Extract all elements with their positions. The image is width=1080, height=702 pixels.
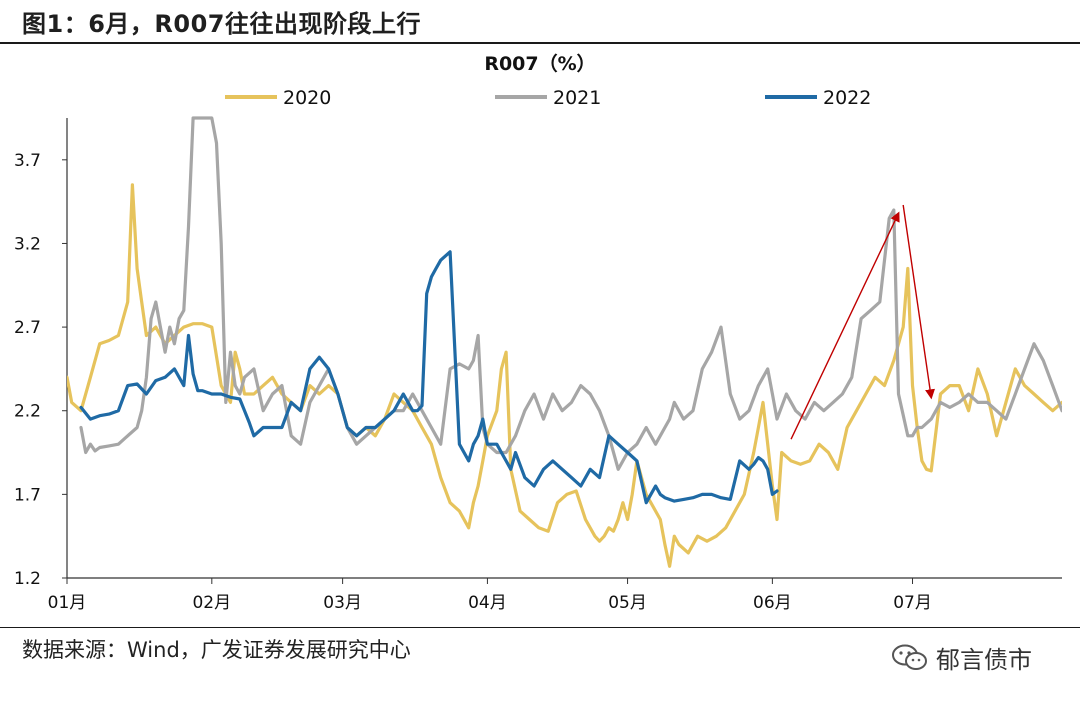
x-tick-label: 01月 bbox=[48, 593, 87, 613]
source-note: 数据来源：Wind，广发证券发展研究中心 bbox=[22, 638, 411, 662]
x-tick-label: 07月 bbox=[893, 593, 932, 613]
trend-arrow-1 bbox=[790, 211, 900, 440]
series-line-2020 bbox=[67, 183, 1062, 568]
series-line-2022 bbox=[79, 250, 779, 505]
x-tick-label: 06月 bbox=[753, 593, 792, 613]
legend-label-2021: 2021 bbox=[553, 87, 601, 109]
legend-label-2020: 2020 bbox=[283, 87, 331, 109]
trend-arrow-2 bbox=[902, 204, 935, 400]
y-tick-label: 1.2 bbox=[14, 569, 41, 589]
y-tick-label: 1.7 bbox=[14, 485, 41, 505]
y-tick-label: 2.7 bbox=[14, 318, 41, 338]
source-divider bbox=[0, 627, 1080, 628]
x-tick-label: 04月 bbox=[468, 593, 507, 613]
y-tick-label: 3.7 bbox=[14, 151, 41, 171]
y-tick-label: 3.2 bbox=[14, 234, 41, 254]
title-divider bbox=[0, 42, 1080, 44]
x-tick-label: 05月 bbox=[608, 593, 647, 613]
chart-title: R007（%） bbox=[484, 52, 595, 75]
legend: 2020 2021 2022 bbox=[225, 87, 871, 109]
series-layer bbox=[67, 116, 1062, 568]
figure-title: 图1：6月，R007往往出现阶段上行 bbox=[22, 10, 421, 38]
x-tick-label: 03月 bbox=[323, 593, 362, 613]
watermark: 郁言债市 bbox=[890, 640, 1032, 675]
series-line-2021 bbox=[79, 116, 1062, 471]
axes: 1.2 1.7 2.2 2.7 3.2 3.7 01月 02月 03月 04月 05月 06月 07月 bbox=[14, 118, 1062, 613]
y-tick-label: 2.2 bbox=[14, 402, 41, 422]
x-tick-label: 02月 bbox=[192, 593, 231, 613]
watermark-text: 郁言债市 bbox=[936, 646, 1032, 674]
annotation-layer bbox=[790, 204, 935, 440]
wechat-icon bbox=[892, 644, 927, 670]
r007-line-chart: R007（%） 2020 2021 2022 1.2 1.7 2.2 2.7 3.2 3.7 0… bbox=[14, 52, 1062, 613]
legend-label-2022: 2022 bbox=[823, 87, 871, 109]
